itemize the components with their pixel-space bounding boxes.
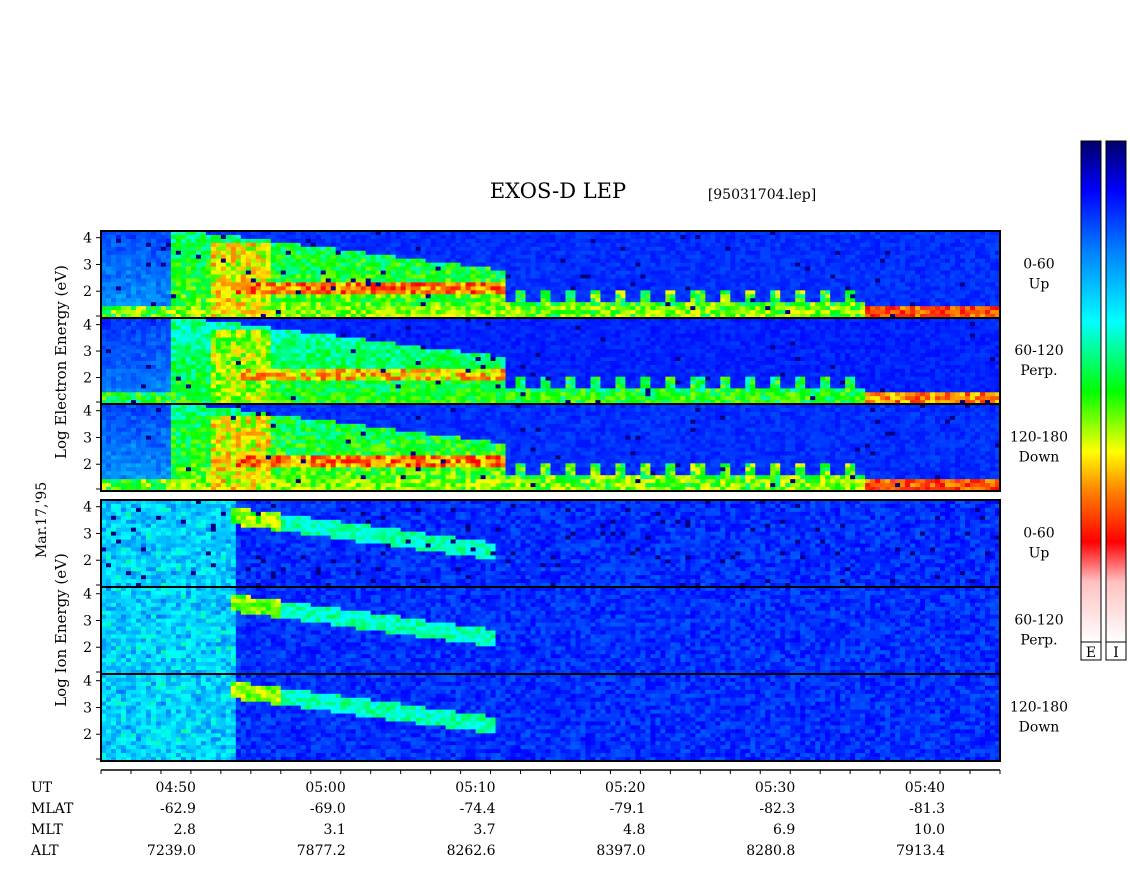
y-tick-label: 4 [83,674,92,690]
orbit-row-label: UT [31,780,53,796]
y-tick-label: 4 [83,231,92,247]
spectrogram-panel-3: 4 3 2 [83,403,1001,492]
orbit-value-ut: 05:00 [305,780,345,796]
orbit-value-ut: 05:20 [605,780,645,796]
orbit-value-mlt: 3.7 [473,822,495,838]
orbit-value-mlat: -79.1 [610,801,646,817]
orbit-value-alt: 8397.0 [596,843,645,859]
orbit-value-mlat: -82.3 [759,801,795,817]
orbit-row-label: MLT [31,822,63,838]
orbit-value-mlt: 4.8 [623,822,645,838]
orbit-value-ut: 04:50 [156,780,196,796]
y-tick-label: 4 [83,318,92,334]
pitch-angle-labels: 0-60 Up 60-120 Perp. 120-180 Down 0-60 Up 60-120… [1010,257,1068,736]
y-tick-label: 2 [83,727,92,743]
chart-title: EXOS-D LEP [490,179,626,203]
orbit-value-alt: 7913.4 [896,843,945,859]
y-axis-label: Log Electron Energy (eV) [52,265,70,459]
pitch-direction-label: Up [1029,546,1050,562]
pitch-range-label: 60-120 [1014,343,1063,359]
pitch-range-label: 120-180 [1010,430,1068,446]
orbit-value-alt: 8280.8 [746,843,795,859]
y-tick-label: 3 [83,344,92,360]
orbit-value-mlat: -74.4 [460,801,496,817]
orbit-value-ut: 05:10 [455,780,495,796]
orbit-value-alt: 7877.2 [297,843,346,859]
orbit-table: UT MLAT MLT ALT 04:50 -62.9 2.8 7239.0 05:00 -69.… [30,780,945,859]
spectrogram-panel-6: 4 3 2 [83,673,1001,762]
colorbar-label-ion: I [1113,645,1119,661]
orbit-value-alt: 7239.0 [147,843,196,859]
y-tick-label: 4 [83,587,92,603]
pitch-range-label: 120-180 [1010,700,1068,716]
orbit-value-mlt: 2.8 [174,822,196,838]
file-id-label: [95031704.lep] [708,187,816,203]
orbit-value-mlt: 10.0 [914,822,945,838]
spectrogram-panel-2: 4 3 2 [83,317,1001,405]
time-axis [100,769,1001,774]
ion-ylabel: Log Ion Energy (eV) [52,553,70,707]
colorbars: E I [1080,140,1127,661]
y-tick-label: 3 [83,526,92,542]
orbit-value-mlt: 3.1 [323,822,345,838]
date-label: Mar.17,'95 [34,482,50,558]
colorbar-ion [1105,140,1127,643]
colorbar-label-electron: E [1086,645,1096,661]
y-tick-label: 2 [83,553,92,569]
y-tick-label: 2 [83,457,92,473]
pitch-range-label: 0-60 [1023,526,1054,542]
y-tick-label: 4 [83,500,92,516]
y-tick-label: 3 [83,613,92,629]
y-tick-label: 3 [83,430,92,446]
pitch-direction-label: Perp. [1020,363,1057,379]
pitch-range-label: 60-120 [1014,613,1063,629]
electron-ylabel: Log Electron Energy (eV) [52,265,70,459]
pitch-direction-label: Up [1029,277,1050,293]
y-tick-label: 3 [83,257,92,273]
y-tick-label: 4 [83,404,92,420]
y-tick-label: 2 [83,640,92,656]
orbit-value-ut: 05:30 [755,780,795,796]
spectrogram-panel-4: 4 3 2 [83,499,1001,588]
spectrogram-panel-5: 4 3 2 [83,586,1001,675]
orbit-value-mlat: -69.0 [310,801,346,817]
orbit-value-alt: 8262.6 [447,843,496,859]
orbit-value-mlt: 6.9 [773,822,795,838]
y-tick-label: 3 [83,700,92,716]
pitch-direction-label: Down [1019,720,1060,736]
pitch-direction-label: Down [1019,450,1060,466]
spectrogram-panels: 4 3 2 4 3 2 4 3 2 4 3 2 4 3 2 4 3 2 [83,230,1001,762]
colorbar-electron [1080,140,1102,643]
y-tick-label: 2 [83,371,92,387]
pitch-range-label: 0-60 [1023,257,1054,273]
y-tick-label: 2 [83,284,92,300]
orbit-row-label: MLAT [31,801,74,817]
orbit-value-ut: 05:40 [905,780,945,796]
orbit-row-label: ALT [30,843,59,859]
y-axis-label: Log Ion Energy (eV) [52,553,70,707]
orbit-value-mlat: -81.3 [909,801,945,817]
orbit-value-mlat: -62.9 [160,801,196,817]
pitch-direction-label: Perp. [1020,633,1057,649]
spectrogram-panel-1: 4 3 2 [83,230,1001,319]
